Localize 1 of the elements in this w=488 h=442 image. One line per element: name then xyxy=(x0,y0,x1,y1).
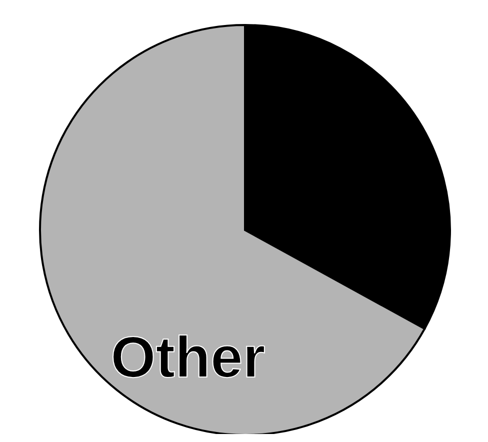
slice-label: Other xyxy=(110,324,266,390)
